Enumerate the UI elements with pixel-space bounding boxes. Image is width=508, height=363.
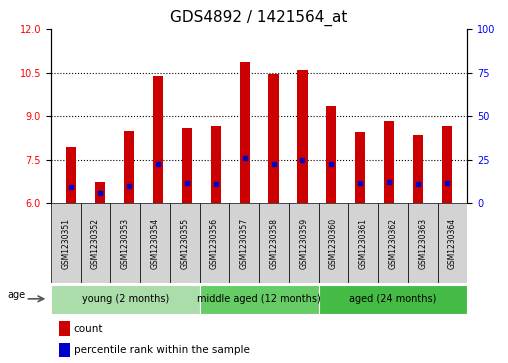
Bar — [348, 203, 378, 283]
Bar — [153, 76, 163, 203]
Bar — [413, 135, 423, 203]
Bar — [319, 285, 467, 314]
Text: GSM1230357: GSM1230357 — [240, 218, 249, 269]
Text: GSM1230360: GSM1230360 — [329, 218, 338, 269]
Bar — [378, 203, 408, 283]
Bar — [355, 132, 365, 203]
Bar — [200, 285, 319, 314]
Text: GSM1230361: GSM1230361 — [359, 218, 368, 269]
Text: GSM1230363: GSM1230363 — [418, 218, 427, 269]
Text: GSM1230353: GSM1230353 — [121, 218, 130, 269]
Text: middle aged (12 months): middle aged (12 months) — [197, 294, 321, 304]
Text: young (2 months): young (2 months) — [82, 294, 169, 304]
Bar — [319, 203, 348, 283]
Bar — [211, 126, 221, 203]
Bar — [326, 106, 336, 203]
Text: percentile rank within the sample: percentile rank within the sample — [74, 345, 249, 355]
Bar — [289, 203, 319, 283]
Bar — [182, 128, 192, 203]
Text: GSM1230359: GSM1230359 — [299, 218, 308, 269]
Text: GSM1230355: GSM1230355 — [180, 218, 189, 269]
Bar — [124, 131, 134, 203]
Bar — [59, 343, 70, 357]
Bar — [51, 285, 200, 314]
Text: GSM1230364: GSM1230364 — [448, 218, 457, 269]
Text: GSM1230351: GSM1230351 — [61, 218, 70, 269]
Bar — [442, 126, 452, 203]
Bar — [297, 70, 307, 203]
Bar — [66, 147, 76, 203]
Bar — [81, 203, 110, 283]
Bar — [229, 203, 259, 283]
Text: GSM1230356: GSM1230356 — [210, 218, 219, 269]
Text: GSM1230354: GSM1230354 — [150, 218, 160, 269]
Bar — [140, 203, 170, 283]
Text: GSM1230352: GSM1230352 — [91, 218, 100, 269]
Bar — [170, 203, 200, 283]
Text: GSM1230358: GSM1230358 — [269, 218, 278, 269]
Bar — [110, 203, 140, 283]
Bar — [408, 203, 437, 283]
Text: count: count — [74, 323, 103, 334]
Text: aged (24 months): aged (24 months) — [350, 294, 437, 304]
Bar — [384, 121, 394, 203]
Text: age: age — [8, 290, 26, 299]
Bar — [240, 62, 249, 203]
Bar — [259, 203, 289, 283]
Bar — [200, 203, 229, 283]
Bar — [51, 203, 81, 283]
Bar — [95, 182, 105, 203]
Bar — [59, 322, 70, 336]
Title: GDS4892 / 1421564_at: GDS4892 / 1421564_at — [170, 10, 348, 26]
Bar — [437, 203, 467, 283]
Text: GSM1230362: GSM1230362 — [389, 218, 397, 269]
Bar — [269, 74, 278, 203]
